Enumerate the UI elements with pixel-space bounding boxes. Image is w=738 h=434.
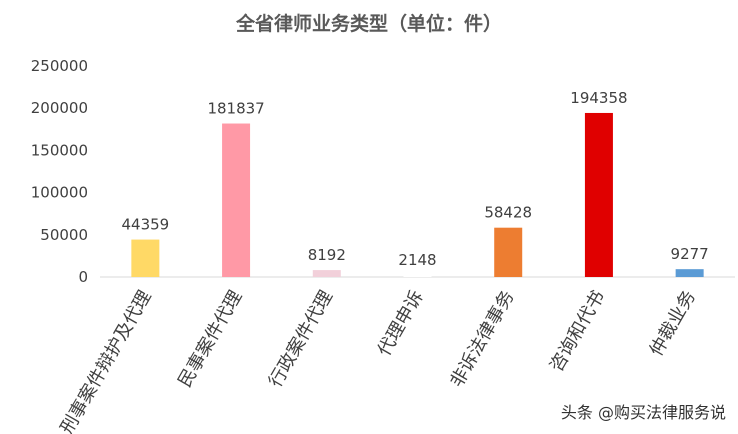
data-label: 181837 bbox=[207, 100, 264, 118]
bars: 44359 181837 8192 2148 58428 194358 9277 bbox=[121, 89, 709, 277]
bar bbox=[675, 269, 704, 277]
watermark: 头条 @购买法律服务说 bbox=[561, 403, 726, 422]
bar bbox=[131, 239, 160, 277]
data-label: 8192 bbox=[308, 246, 346, 264]
data-label: 44359 bbox=[121, 216, 169, 234]
y-tick-label: 100000 bbox=[31, 184, 88, 202]
y-axis: 0 50000 100000 150000 200000 250000 bbox=[31, 57, 88, 286]
data-label: 58428 bbox=[484, 204, 532, 222]
chart-title: 全省律师业务类型（单位：件） bbox=[235, 12, 502, 35]
bar bbox=[584, 112, 613, 277]
category-label: 仲裁业务 bbox=[646, 287, 700, 360]
bar bbox=[222, 123, 251, 277]
bar bbox=[312, 270, 341, 277]
category-label: 行政案件代理 bbox=[265, 287, 337, 391]
category-label: 民事案件代理 bbox=[174, 287, 246, 391]
category-label: 刑事案件辩护及代理 bbox=[57, 287, 156, 434]
category-label: 代理申诉 bbox=[374, 287, 428, 360]
data-label: 194358 bbox=[570, 89, 627, 107]
data-label: 2148 bbox=[398, 251, 436, 269]
y-tick-label: 250000 bbox=[31, 57, 88, 75]
category-label: 咨询和代书 bbox=[546, 287, 609, 375]
y-tick-label: 50000 bbox=[40, 226, 88, 244]
bar bbox=[403, 275, 432, 277]
y-tick-label: 0 bbox=[78, 268, 88, 286]
category-label: 非诉法律事务 bbox=[446, 287, 518, 391]
data-label: 9277 bbox=[671, 245, 709, 263]
bar bbox=[494, 227, 523, 277]
y-tick-label: 200000 bbox=[31, 99, 88, 117]
y-tick-label: 150000 bbox=[31, 141, 88, 159]
